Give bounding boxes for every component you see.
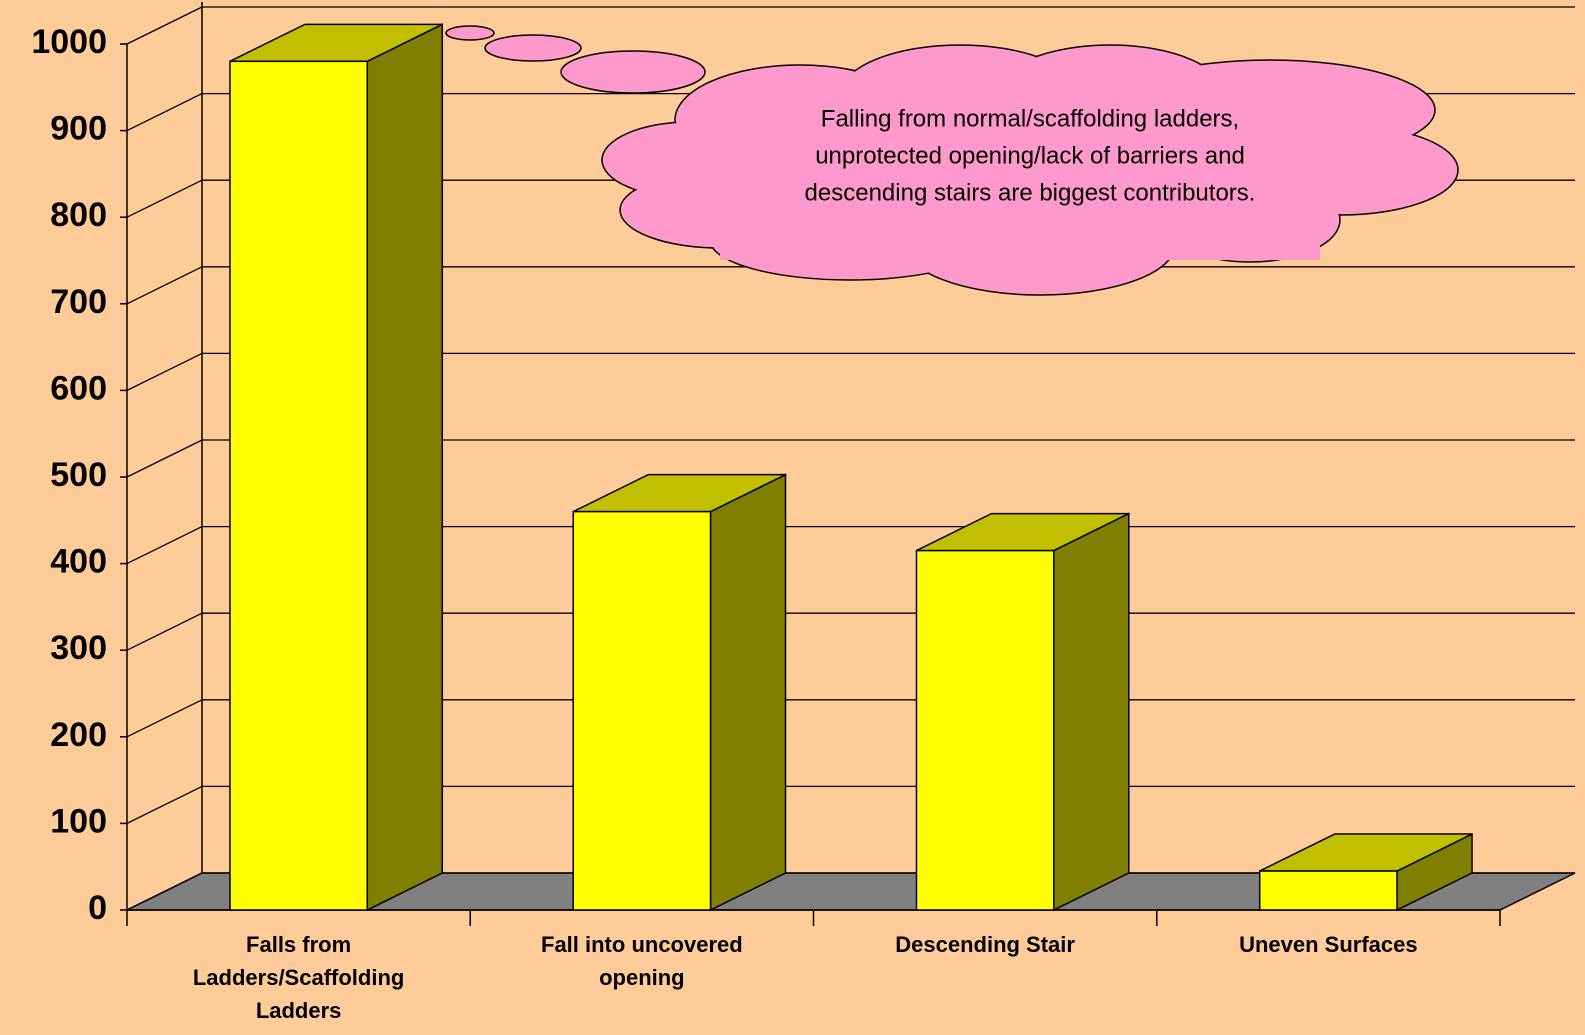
x-tick-label-box: Falls from Ladders/Scaffolding Ladders	[192, 932, 405, 1023]
grid-line-side	[126, 352, 203, 391]
x-tick-label: Uneven Surfaces	[1239, 932, 1418, 957]
grid-line-side	[126, 266, 203, 305]
x-tick-label: Falls from Ladders/Scaffolding Ladders	[192, 932, 405, 1023]
annotation-line: Falling from normal/scaffolding ladders,	[821, 105, 1239, 132]
bar	[915, 549, 1055, 911]
annotation-line: descending stairs are biggest contributo…	[805, 179, 1256, 206]
bar-side	[1053, 512, 1130, 912]
x-tick-label-box: Fall into uncovered opening	[541, 932, 743, 990]
grid-line-side	[126, 612, 203, 651]
annotation-cloud: Falling from normal/scaffolding ladders,…	[445, 25, 1459, 296]
y-tick-label: 100	[50, 802, 107, 840]
bar	[572, 510, 712, 911]
y-tick-label: 700	[50, 283, 107, 321]
y-tick-label: 300	[50, 629, 107, 667]
grid-line-side	[126, 785, 203, 824]
bar	[229, 60, 369, 911]
x-tick-label-box: Uneven Surfaces	[1239, 932, 1418, 957]
y-tick-label: 200	[50, 716, 107, 754]
x-tick-label: Fall into uncovered opening	[541, 932, 743, 990]
annotation-line: unprotected opening/lack of barriers and	[815, 142, 1245, 169]
bars: Falls from Ladders/Scaffolding Ladders Fa…	[192, 23, 1473, 1023]
bar-side	[709, 473, 787, 912]
y-tick-label: 600	[50, 369, 107, 407]
x-tick-label-box: Descending Stair	[895, 932, 1075, 957]
y-tick-label: 1000	[31, 23, 107, 61]
grid-line-side	[126, 872, 203, 911]
y-tick-label: 0	[88, 889, 107, 927]
y-tick-label: 900	[50, 110, 107, 148]
grid-line-side	[126, 439, 203, 478]
grid-line-side	[126, 6, 203, 45]
y-tick-label: 800	[50, 196, 107, 234]
bar-side	[366, 23, 444, 912]
grid-line-side	[126, 699, 203, 738]
y-tick-label: 400	[50, 543, 107, 581]
grid-line-side	[126, 93, 203, 132]
grid-line-side	[126, 179, 203, 218]
y-tick-label: 500	[50, 456, 107, 494]
grid-line-side	[126, 526, 203, 565]
x-tick-label: Descending Stair	[895, 932, 1075, 957]
bar	[1258, 870, 1398, 911]
